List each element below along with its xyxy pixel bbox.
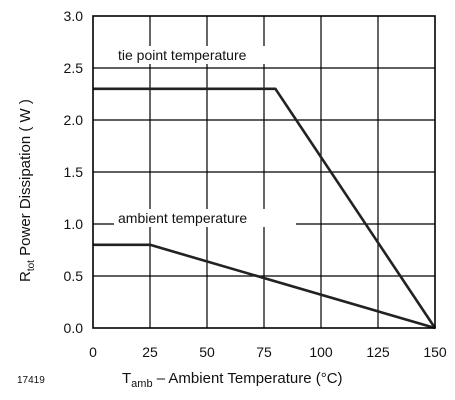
- y-tick-label: 2.0: [64, 112, 84, 128]
- y-tick-labels: 0.0 0.5 1.0 1.5 2.0 2.5 3.0: [64, 8, 84, 336]
- y-tick-label: 0.5: [64, 268, 84, 284]
- x-axis-label: Tamb – Ambient Temperature (°C): [122, 370, 343, 390]
- series-line-tie-point: [93, 87, 437, 329]
- x-tick-label: 100: [309, 344, 333, 360]
- x-tick-label: 125: [366, 344, 390, 360]
- x-tick-labels: 0 25 50 75 100 125 150: [89, 344, 447, 360]
- x-tick-label: 0: [89, 344, 97, 360]
- series-label-bg-ambient: [114, 209, 296, 227]
- y-tick-label: 0.0: [64, 320, 84, 336]
- figure-id: 17419: [17, 375, 45, 386]
- series-label-bg-tie-point: [114, 46, 284, 64]
- series-line-ambient: [93, 243, 436, 330]
- x-tick-label: 75: [256, 344, 272, 360]
- x-tick-label: 50: [199, 344, 215, 360]
- y-tick-label: 1.5: [64, 164, 84, 180]
- series-label-ambient: ambient temperature: [118, 210, 247, 226]
- y-tick-label: 2.5: [64, 60, 84, 76]
- x-tick-label: 150: [423, 344, 447, 360]
- y-tick-label: 3.0: [64, 8, 84, 24]
- y-axis-label: Rtot Power Dissipation ( W ): [17, 99, 37, 282]
- series-lines: [93, 87, 437, 330]
- series-label-tie-point: tie point temperature: [118, 47, 247, 63]
- y-tick-label: 1.0: [64, 216, 84, 232]
- x-tick-label: 25: [142, 344, 158, 360]
- plot-frame: [92, 15, 436, 329]
